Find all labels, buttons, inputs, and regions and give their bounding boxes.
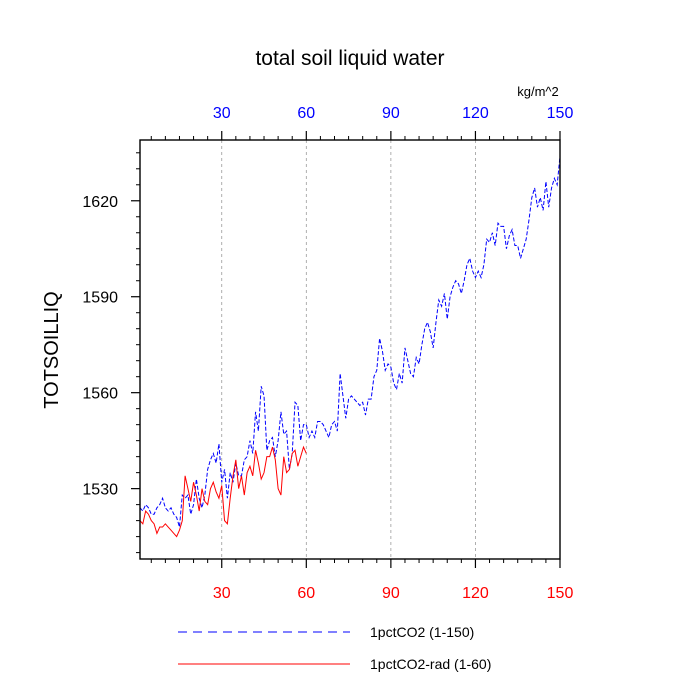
series-line-1 <box>139 155 561 528</box>
x-tick-label-bottom: 30 <box>213 585 231 602</box>
series-line-2 <box>139 445 307 538</box>
y-axis-label: TOTSOILLIQ <box>41 291 63 408</box>
x-tick-label-top: 60 <box>297 105 315 122</box>
plot-frame <box>139 139 561 560</box>
series-layer <box>139 155 561 538</box>
y-tick-label: 1590 <box>82 290 118 307</box>
units-label: kg/m^2 <box>517 84 559 99</box>
x-tick-label-top: 120 <box>462 105 489 122</box>
legend-label-2: 1pctCO2-rad (1-60) <box>370 656 491 672</box>
chart-title: total soil liquid water <box>255 47 444 70</box>
y-tick-label: 1620 <box>82 194 118 211</box>
axis-ticks: 30 30 60 60 90 90 120 120 150 150 1530 1560 1590 1620 <box>82 105 573 602</box>
y-tick-label: 1530 <box>82 482 118 499</box>
legend: 1pctCO2 (1-150) 1pctCO2-rad (1-60) <box>178 624 491 672</box>
grid-lines <box>221 140 476 559</box>
x-tick-label-top: 150 <box>547 105 574 122</box>
x-tick-label-top: 90 <box>382 105 400 122</box>
y-tick-label: 1560 <box>82 386 118 403</box>
x-tick-label-bottom: 60 <box>297 585 315 602</box>
x-tick-label-bottom: 150 <box>547 585 574 602</box>
x-tick-label-top: 30 <box>213 105 231 122</box>
x-tick-label-bottom: 120 <box>462 585 489 602</box>
legend-label-1: 1pctCO2 (1-150) <box>370 624 474 640</box>
x-tick-label-bottom: 90 <box>382 585 400 602</box>
